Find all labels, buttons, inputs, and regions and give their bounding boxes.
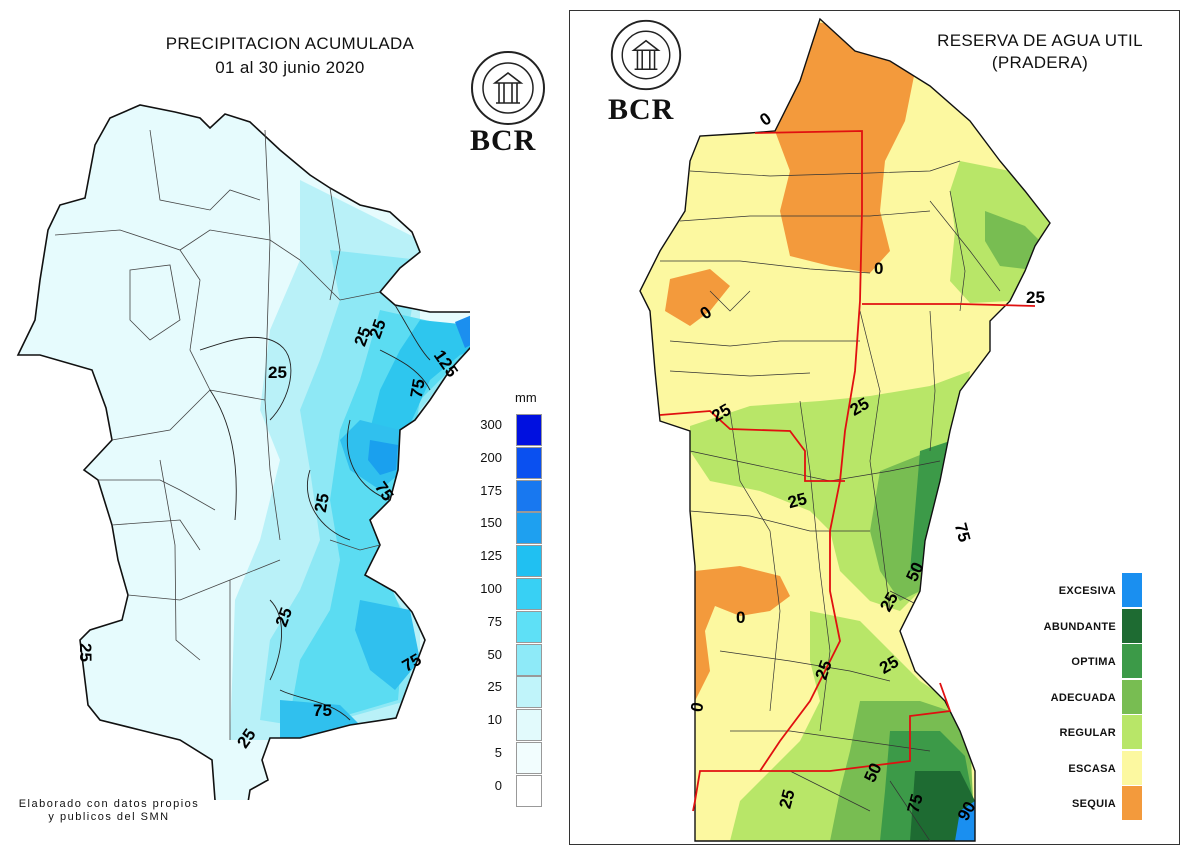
- reserve-isoline-label: 75: [904, 792, 927, 815]
- precip-scale-label: 75: [487, 613, 502, 629]
- reserve-legend-label: ESCASA: [1068, 762, 1116, 775]
- water-reserve-map-panel: BCR RESERVA DE AGUA UTIL (PRADERA): [569, 10, 1180, 845]
- precip-scale-label: 0: [494, 777, 502, 793]
- precip-scale-label: 50: [487, 646, 502, 662]
- precip-title-line1: PRECIPITACION ACUMULADA: [165, 34, 415, 53]
- reserve-legend-label: SEQUIA: [1072, 798, 1116, 810]
- reserve-isoline-label: 75: [951, 521, 974, 544]
- precip-scale-label: 200: [480, 449, 502, 465]
- reserve-legend-swatch: [1122, 608, 1142, 643]
- reserve-isoline-label: 0: [736, 608, 745, 627]
- bcr-brand: BCR: [608, 93, 675, 126]
- precip-isoline-label: 75: [313, 701, 332, 720]
- precip-scale-label: 100: [480, 581, 502, 596]
- precip-scale-label: 150: [480, 515, 502, 531]
- reserve-legend-swatch: [1122, 750, 1142, 785]
- precip-isoline-label: 25: [311, 492, 333, 514]
- reserve-legend-swatch: [1122, 679, 1142, 714]
- precip-isoline-label: 25: [268, 363, 287, 382]
- precip-scale-swatch: [516, 446, 542, 479]
- precip-scale-swatch: [516, 414, 542, 446]
- precip-scale-swatch: [516, 578, 542, 610]
- reserve-isoline-label: 0: [756, 109, 775, 130]
- reserve-legend-swatch: [1122, 715, 1142, 749]
- precip-title-line2: 01 al 30 junio 2020: [215, 58, 365, 77]
- reserve-legend-label: REGULAR: [1059, 727, 1116, 739]
- reserve-isoline-label: 25: [1026, 288, 1045, 307]
- precip-scale-swatch: [516, 774, 542, 807]
- reserve-legend-swatch: [1122, 786, 1142, 820]
- reserve-legend-label: ADECUADA: [1050, 691, 1116, 704]
- precip-isoline-label: 75: [407, 378, 429, 400]
- reserve-isoline-label: 25: [775, 787, 798, 810]
- bcr-brand: BCR: [470, 124, 537, 157]
- reserve-title-line2: (PRADERA): [991, 53, 1089, 72]
- precip-footer-line1: Elaborado con datos propios: [18, 798, 200, 810]
- precip-scale-label: 175: [480, 482, 502, 498]
- precip-scale-label: 25: [487, 679, 502, 695]
- bcr-seal-logo: [610, 19, 682, 91]
- precip-scale-label: 5: [494, 745, 502, 760]
- reserve-isoline-label: 0: [687, 701, 707, 714]
- reserve-legend-label: OPTIMA: [1071, 656, 1116, 668]
- precip-footer: Elaborado con datos propios y publicos d…: [4, 798, 214, 824]
- reserve-legend-label: ABUNDANTE: [1043, 620, 1116, 633]
- precip-scale-swatch: [516, 709, 542, 742]
- precip-scale-swatch: [516, 479, 542, 512]
- bcr-seal-logo: [471, 51, 545, 125]
- precipitation-map: 25 25 25 125 75 175 75 25 25 75 75 25 25: [16, 104, 470, 800]
- precip-scale-unit: mm: [515, 390, 537, 405]
- precip-scale-swatch: [516, 512, 542, 545]
- precip-scale-swatch: [516, 742, 542, 774]
- water-reserve-map: 0 0 25 0 25 25 25 75 50 25 0 25 25 0 50 …: [639, 17, 1051, 842]
- reserve-title-line1: RESERVA DE AGUA UTIL: [937, 31, 1143, 50]
- precip-scale-label: 300: [480, 417, 502, 432]
- reserve-legend-label: EXCESIVA: [1058, 585, 1116, 597]
- precip-scale-label: 125: [480, 548, 502, 564]
- precip-isoline-label: 25: [76, 643, 95, 662]
- precip-scale-swatch: [516, 610, 542, 643]
- precip-scale-swatch: [516, 676, 542, 709]
- reserve-legend-swatch: [1122, 573, 1142, 607]
- precip-scale-swatch: [516, 545, 542, 578]
- reserve-isoline-label: 0: [874, 259, 883, 278]
- precip-scale-label: 10: [487, 712, 502, 728]
- precip-footer-line2: y publicos del SMN: [48, 811, 170, 823]
- precipitation-map-panel: PRECIPITACION ACUMULADA 01 al 30 junio 2…: [0, 0, 566, 849]
- reserve-legend-swatch: [1122, 644, 1142, 678]
- precip-scale-swatch: [516, 643, 542, 676]
- reserve-isoline-label: 25: [786, 489, 809, 512]
